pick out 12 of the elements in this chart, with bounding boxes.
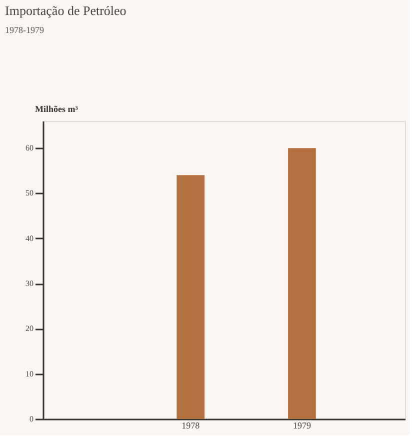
y-tick-label: 30 [26, 279, 34, 288]
y-axis-title: Milhões m³ [35, 104, 78, 114]
y-tick-label: 20 [26, 324, 34, 334]
y-tick-label: 60 [26, 144, 34, 153]
x-tick-label: 1978 [182, 420, 200, 430]
x-tick-label: 1979 [292, 420, 312, 430]
y-tick-label: 40 [26, 234, 34, 243]
y-tick-label: 0 [30, 414, 34, 424]
y-tick-label: 10 [26, 369, 34, 378]
y-tick-label: 50 [26, 188, 34, 198]
chart-subtitle: 1978-1979 [5, 25, 44, 35]
chart-title: Importação de Petróleo [5, 3, 126, 18]
